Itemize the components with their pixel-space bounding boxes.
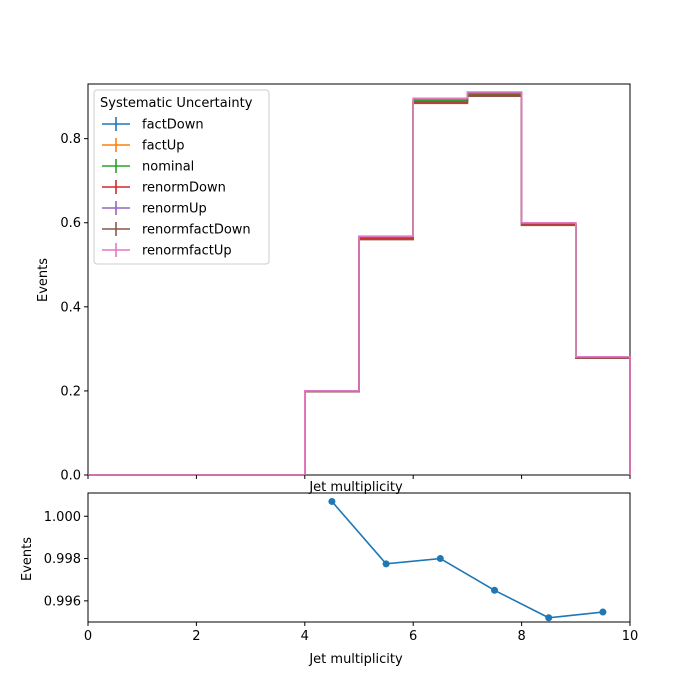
histogram-line-renormfactUp	[88, 91, 631, 476]
legend-entry-label: factDown	[142, 118, 204, 133]
ratio-x-tick-label: 6	[409, 629, 417, 644]
ratio-x-tick-label: 0	[84, 629, 92, 644]
ratio-point	[382, 560, 390, 568]
ratio-x-tick-label: 4	[301, 629, 309, 644]
ratio-point	[545, 614, 553, 622]
ratio-point	[491, 586, 498, 594]
legend-handle-renormUp	[102, 201, 130, 215]
legend-entry-label: renormUp	[142, 202, 207, 217]
legend-handle-renormfactUp	[102, 243, 130, 257]
legend: Systematic Uncertainty factDown factUp nomi…	[93, 89, 270, 265]
top-y-tick-label: 0.8	[60, 132, 81, 147]
ratio-x-axis-label: Jet multiplicity	[308, 652, 403, 667]
top-plot-panel: 0.0 0.2 0.4 0.6 0.8	[60, 83, 631, 484]
top-y-tick-label: 0.2	[60, 384, 81, 399]
top-x-axis-label: Jet multiplicity	[308, 480, 403, 495]
ratio-x-tick-label: 8	[517, 629, 525, 644]
ratio-plot-panel: 0.996 0.998 1.000 0 2 4 6 8 10	[44, 492, 639, 644]
top-y-tick-label: 0.0	[60, 469, 81, 484]
legend-entry-label: nominal	[142, 160, 194, 175]
legend-handle-factDown	[102, 117, 130, 131]
top-y-axis-label-group: Events	[36, 258, 51, 302]
ratio-x-tick-label: 10	[622, 629, 639, 644]
top-y-tick-label: 0.4	[60, 300, 81, 315]
top-plot-frame	[87, 83, 631, 476]
legend-handle-renormDown	[102, 180, 130, 194]
legend-entry-label: renormfactDown	[142, 223, 251, 238]
ratio-y-axis-label: Events	[20, 537, 35, 581]
legend-handle-factUp	[102, 138, 130, 152]
legend-entry-label: factUp	[142, 139, 185, 154]
top-y-axis-label: Events	[36, 258, 51, 302]
ratio-y-tick-label: 0.996	[44, 594, 81, 609]
ratio-x-tick-label: 2	[192, 629, 200, 644]
legend-title: Systematic Uncertainty	[100, 96, 253, 111]
ratio-line	[331, 500, 603, 619]
ratio-x-axis-label-group: Jet multiplicity	[308, 652, 403, 667]
legend-entry-label: renormDown	[142, 181, 226, 196]
ratio-y-axis-label-group: Events	[20, 537, 35, 581]
ratio-y-tick-label: 1.000	[44, 510, 81, 525]
legend-box	[93, 89, 270, 265]
top-y-tick-label: 0.6	[60, 216, 81, 231]
ratio-point	[328, 497, 336, 505]
ratio-point	[436, 555, 444, 563]
ratio-point	[599, 608, 607, 616]
legend-handle-renormfactDown	[102, 222, 130, 236]
top-x-axis-label-group: Jet multiplicity	[308, 480, 403, 495]
ratio-plot-frame	[87, 492, 631, 623]
ratio-y-tick-label: 0.998	[44, 552, 81, 567]
legend-entry-label: renormfactUp	[142, 244, 232, 259]
legend-handle-nominal	[102, 159, 130, 173]
